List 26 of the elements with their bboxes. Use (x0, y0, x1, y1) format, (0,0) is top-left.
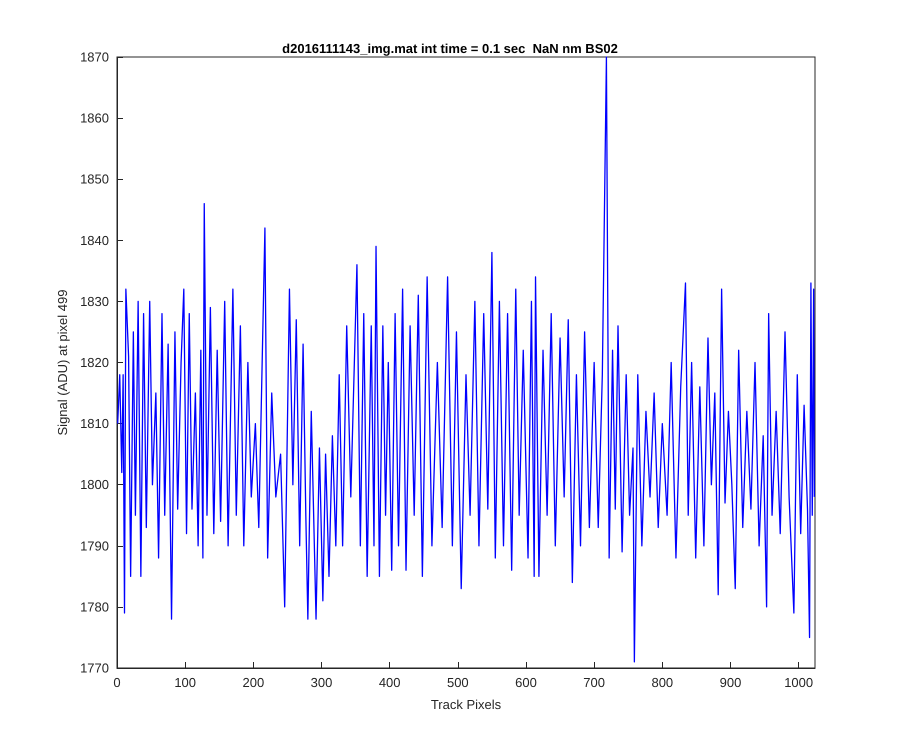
y-tick-label: 1820 (80, 355, 109, 370)
y-tick-label: 1770 (80, 660, 109, 676)
x-tick-label: 800 (651, 675, 674, 690)
x-tick-label: 0 (113, 675, 121, 690)
x-axis-title: Track Pixels (430, 697, 502, 712)
y-tick-label: 1840 (80, 232, 109, 248)
y-axis-title: Signal (ADU) at pixel 499 (55, 290, 70, 436)
x-tick-label: 600 (515, 675, 537, 690)
line-series (117, 56, 815, 663)
y-tick-label: 1860 (80, 110, 109, 126)
chart-title: d2016111143_img.mat int time = 0.1 sec NaN nm BS02 (282, 41, 618, 56)
x-tick-label: 100 (174, 675, 196, 690)
x-tick-label: 400 (378, 675, 401, 690)
x-tick-label: 500 (446, 675, 469, 690)
x-tick-label: 1000 (784, 675, 814, 690)
y-tick-label: 1850 (80, 172, 109, 187)
y-tick-label: 1870 (80, 50, 109, 64)
y-tick-label: 1780 (80, 599, 109, 614)
y-tick-label: 1800 (80, 477, 109, 492)
x-tick-label: 200 (242, 675, 264, 690)
x-tick-label: 700 (583, 675, 605, 690)
y-tick-label: 1790 (80, 538, 109, 554)
y-tick-label: 1830 (80, 294, 109, 309)
y-tick-label: 1810 (80, 416, 109, 432)
x-tick-label: 300 (310, 675, 332, 690)
x-tick-label: 900 (720, 675, 742, 690)
